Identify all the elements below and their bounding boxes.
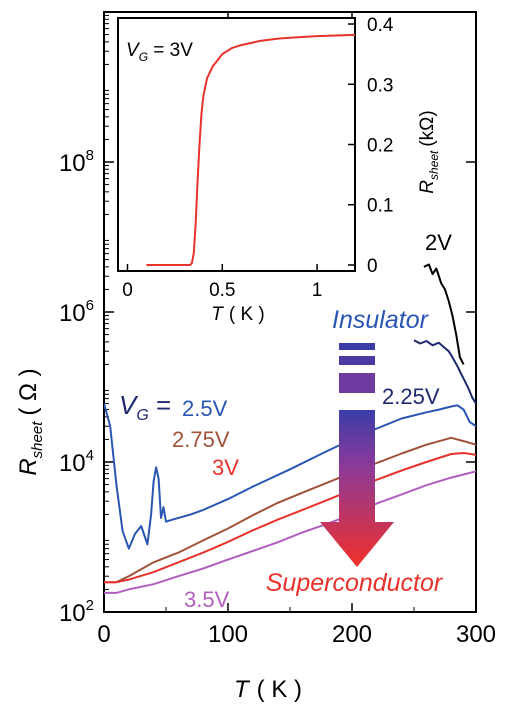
vg-prefix-label: VG = (119, 390, 171, 424)
series-line-2v (423, 263, 465, 365)
arrow-dash-3 (339, 373, 375, 393)
transition-arrow (320, 343, 394, 567)
main-x-axis-label: T( K ) (234, 676, 302, 703)
series-label-3v: 3V (212, 455, 239, 480)
insulator-label: Insulator (332, 306, 430, 334)
main-y-tick-label-2: 102 (59, 597, 94, 627)
inset-y-axis-label: Rsheet(kΩ) (417, 110, 441, 193)
series-line-2-75v (104, 436, 476, 584)
series-line-3v (104, 452, 476, 584)
series-label-2-75v: 2.75V (172, 427, 230, 452)
main-x-tick-label-0: 0 (97, 621, 110, 648)
series-label-3-5v: 3.5V (184, 587, 230, 612)
series-label-2v: 2V (425, 230, 452, 255)
inset-background (118, 18, 355, 271)
inset-x-axis-label: T( K ) (211, 304, 265, 325)
main-y-tick-label-6: 106 (59, 297, 94, 327)
inset-x-tick-label-0-5: 0.5 (209, 280, 235, 301)
main-y-axis-label: Rsheet( Ω ) (15, 368, 46, 475)
main-x-tick-label-200: 200 (332, 621, 372, 648)
inset-y-tick-label-0-1: 0.1 (367, 196, 393, 217)
inset-vg-label: VG = 3V (126, 40, 193, 64)
main-y-tick-label-4: 104 (59, 447, 94, 477)
series-line-2-25v (413, 339, 476, 405)
arrow-dash-1 (339, 343, 375, 350)
series-line-3-5v (104, 470, 476, 594)
series-label-2-5v: 2.5V (182, 396, 228, 421)
main-y-tick-label-8: 108 (59, 147, 94, 177)
inset-y-tick-label-0: 0 (367, 256, 378, 277)
inset-series-line-3v (146, 33, 355, 266)
arrow-body (320, 410, 394, 567)
series-label-2-25v: 2.25V (382, 384, 440, 409)
main-x-tick-label-100: 100 (208, 621, 248, 648)
inset-y-tick-label-0-3: 0.3 (367, 75, 393, 96)
inset-x-tick-label-1: 1 (312, 280, 323, 301)
inset-x-tick-label-0: 0 (122, 280, 133, 301)
main-x-tick-label-300: 300 (456, 621, 496, 648)
superconductor-label: Superconductor (266, 569, 444, 597)
inset-y-tick-label-0-2: 0.2 (367, 136, 393, 157)
inset-y-tick-label-0-4: 0.4 (367, 15, 394, 36)
series-line-2-5v (104, 403, 476, 550)
arrow-dash-2 (339, 356, 375, 365)
